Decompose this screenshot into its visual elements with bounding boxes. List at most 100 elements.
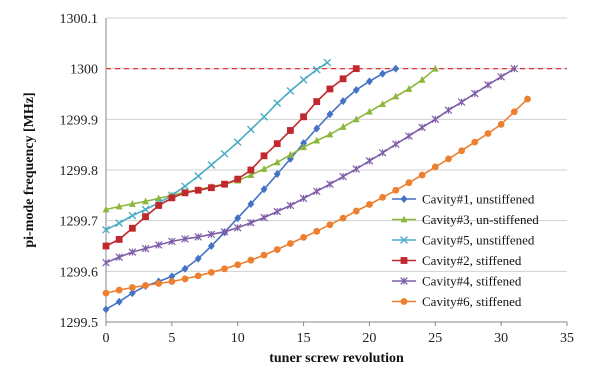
data-point [261,152,268,159]
data-point [353,166,360,173]
data-point [142,282,149,289]
series [103,65,439,213]
data-point [287,127,294,134]
data-point [327,221,334,228]
data-point [419,124,426,131]
series-line [106,69,396,310]
data-point [327,86,334,93]
series [103,65,360,249]
data-point [234,139,241,146]
x-tick-label: 0 [103,331,110,346]
data-point [234,176,241,183]
data-point [168,278,175,285]
data-point [261,252,268,259]
series-line [106,63,327,230]
x-tick-label: 5 [168,331,175,346]
series-line [106,69,435,210]
data-point [406,133,413,140]
data-point [247,126,254,133]
data-point [221,150,228,157]
data-point [103,290,110,297]
data-point [379,194,386,201]
data-point [366,157,373,164]
data-point [103,259,110,266]
legend: Cavity#1, unstiffened Cavity#3, un-stiffe… [392,192,539,310]
data-point [353,65,360,72]
data-point [498,121,505,128]
x-tick-label: 10 [231,331,245,346]
data-point [287,240,294,247]
legend-label: Cavity#5, unstiffened [422,233,535,248]
data-point [392,65,399,73]
legend-label: Cavity#2, stiffened [422,253,522,268]
data-point [313,188,320,195]
data-point [340,75,347,82]
data-point [195,187,202,194]
data-point [353,208,360,215]
data-point [485,130,492,137]
data-point [392,187,399,194]
data-point [116,298,123,306]
data-point [313,66,320,73]
data-point [116,287,123,294]
data-point [313,98,320,105]
x-tick-label: 25 [428,331,442,346]
data-point [274,140,281,147]
data-point [182,189,189,196]
x-tick-label: 35 [560,331,574,346]
data-point [366,201,373,208]
data-point [379,70,386,78]
data-point [458,99,465,106]
series [103,65,400,314]
y-tick-label: 1299.9 [60,113,99,128]
data-point [247,167,254,174]
legend-item: Cavity#1, unstiffened [392,192,535,207]
y-tick-label: 1299.7 [60,215,99,230]
legend-item: Cavity#2, stiffened [392,253,522,268]
series [103,59,331,233]
data-point [116,236,123,243]
data-point [155,280,162,287]
data-point [287,88,294,95]
data-point [340,215,347,222]
data-point [129,212,136,219]
data-point [498,73,505,80]
data-point [392,141,399,148]
data-point [366,77,373,85]
legend-item: Cavity#5, unstiffened [392,233,535,248]
data-point [274,208,281,215]
data-point [300,195,307,202]
data-point [340,173,347,180]
data-point [471,139,478,146]
y-tick-label: 1299.5 [60,316,99,331]
data-point [261,214,268,221]
y-tick-label: 1299.8 [60,164,99,179]
data-point [182,276,189,283]
data-point [401,195,408,203]
data-point [247,257,254,264]
y-tick-labels: 1299.51299.61299.71299.81299.913001300.1 [60,12,99,331]
data-point [327,181,334,188]
y-tick-label: 1300.1 [60,12,99,27]
data-point [221,181,228,188]
x-tick-label: 30 [494,331,508,346]
legend-item: Cavity#4, stiffened [392,274,522,289]
data-point [300,113,307,120]
data-point [432,164,439,171]
data-point [401,298,408,305]
data-point [195,272,202,279]
data-point [168,194,175,201]
data-point [458,147,465,154]
legend-label: Cavity#3, un-stiffened [422,212,539,227]
data-point [142,213,149,220]
data-point [379,149,386,156]
x-axis-title: tuner screw revolution [269,351,404,366]
data-point [485,81,492,88]
data-point [208,269,215,276]
data-point [313,228,320,235]
data-point [445,155,452,162]
data-point [274,100,281,107]
data-point [419,172,426,179]
data-point [129,225,136,232]
